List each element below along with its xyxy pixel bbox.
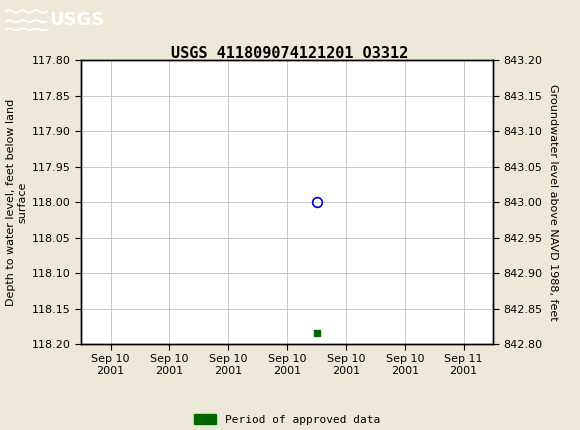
Text: USGS: USGS bbox=[49, 12, 104, 29]
Y-axis label: Depth to water level, feet below land
surface: Depth to water level, feet below land su… bbox=[6, 98, 28, 306]
Y-axis label: Groundwater level above NAVD 1988, feet: Groundwater level above NAVD 1988, feet bbox=[548, 84, 558, 320]
Text: USGS 411809074121201 O3312: USGS 411809074121201 O3312 bbox=[171, 46, 409, 61]
Legend: Period of approved data: Period of approved data bbox=[190, 410, 385, 429]
